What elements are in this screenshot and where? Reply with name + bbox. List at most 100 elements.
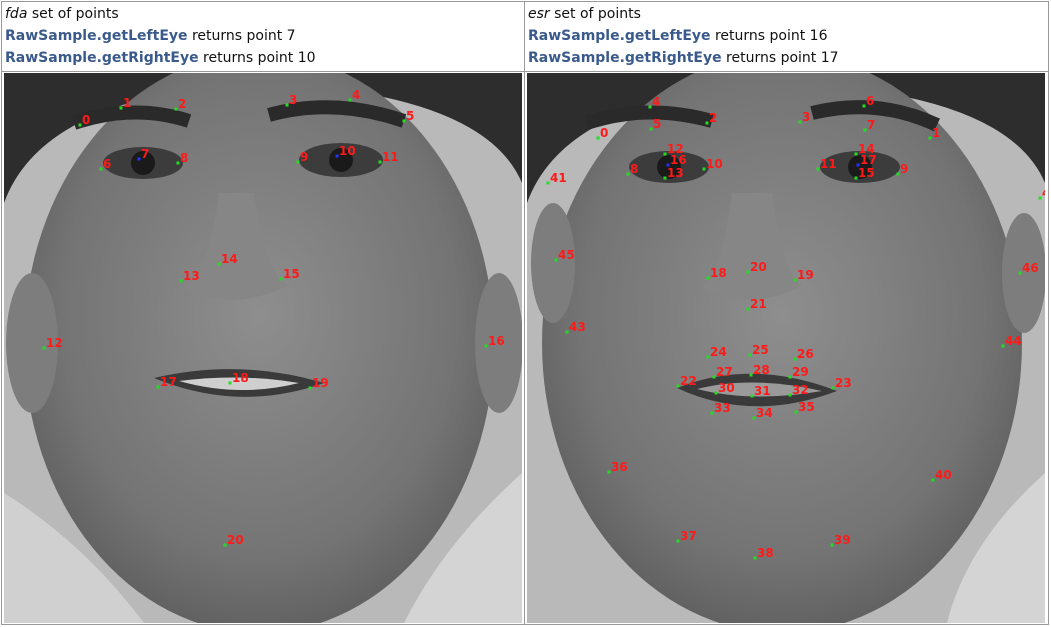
landmark-label: 15 xyxy=(283,267,300,281)
landmark-point-44: 44 xyxy=(1001,334,1022,348)
landmark-dot xyxy=(856,163,860,167)
landmark-point-20: 20 xyxy=(746,260,767,274)
landmark-label: 41 xyxy=(550,171,567,185)
landmark-point-37: 37 xyxy=(676,529,697,543)
landmark-label: 5 xyxy=(653,117,661,131)
left-eye-method: RawSample.getLeftEye xyxy=(528,28,711,44)
landmark-point-6: 6 xyxy=(99,157,111,171)
landmark-label: 42 xyxy=(1042,186,1045,200)
landmark-dot xyxy=(217,262,221,266)
landmark-dot xyxy=(663,176,667,180)
landmark-dot xyxy=(626,172,630,176)
landmark-label: 34 xyxy=(756,406,773,420)
landmark-label: 9 xyxy=(300,150,308,164)
landmark-label: 3 xyxy=(289,93,297,107)
landmark-point-31: 31 xyxy=(750,384,771,398)
landmark-dot xyxy=(753,556,757,560)
landmark-point-19: 19 xyxy=(793,268,814,282)
landmark-label: 24 xyxy=(710,345,727,359)
landmark-dot xyxy=(174,107,178,111)
landmark-point-17: 17 xyxy=(156,375,177,389)
landmark-point-24: 24 xyxy=(706,345,727,359)
landmark-point-14: 14 xyxy=(854,142,875,156)
landmark-point-25: 25 xyxy=(748,343,769,357)
landmark-point-8: 8 xyxy=(176,151,188,165)
landmark-point-43: 43 xyxy=(565,320,586,334)
landmark-point-26: 26 xyxy=(793,347,814,361)
esr-caption: esr set of points RawSample.getLeftEye r… xyxy=(525,2,1048,72)
landmark-dot xyxy=(402,119,406,123)
landmark-dot xyxy=(223,543,227,547)
landmark-dot xyxy=(119,106,123,110)
landmark-point-14: 14 xyxy=(217,252,238,266)
landmark-point-7: 7 xyxy=(137,147,149,161)
landmark-dot xyxy=(863,128,867,132)
landmark-point-39: 39 xyxy=(830,533,851,547)
landmark-label: 17 xyxy=(160,375,177,389)
left-eye-result: returns point 16 xyxy=(714,28,828,44)
landmark-dot xyxy=(676,384,680,388)
landmark-dot xyxy=(663,152,667,156)
landmark-dot xyxy=(484,344,488,348)
landmark-dot xyxy=(546,181,550,185)
landmark-label: 8 xyxy=(630,162,638,176)
right-eye-line: RawSample.getRightEye returns point 10 xyxy=(5,50,316,66)
landmark-point-9: 9 xyxy=(896,162,908,176)
landmark-dot xyxy=(378,160,382,164)
landmark-label: 18 xyxy=(710,266,727,280)
landmark-label: 5 xyxy=(406,109,414,123)
landmark-label: 20 xyxy=(750,260,767,274)
landmark-dot xyxy=(596,136,600,140)
landmark-point-7: 7 xyxy=(863,118,875,132)
landmark-point-4: 4 xyxy=(648,95,660,109)
landmark-dot xyxy=(788,393,792,397)
landmark-dot xyxy=(794,410,798,414)
landmark-label: 10 xyxy=(339,144,356,158)
landmark-label: 16 xyxy=(488,334,505,348)
right-eye-method: RawSample.getRightEye xyxy=(528,50,722,66)
right-eye-line: RawSample.getRightEye returns point 17 xyxy=(528,50,839,66)
landmark-dot xyxy=(228,381,232,385)
landmark-dot xyxy=(1001,344,1005,348)
landmark-point-35: 35 xyxy=(794,400,815,414)
landmark-point-10: 10 xyxy=(702,157,723,171)
landmark-dot xyxy=(749,373,753,377)
landmark-dot xyxy=(702,167,706,171)
landmark-label: 27 xyxy=(716,365,733,379)
landmark-point-27: 27 xyxy=(712,365,733,379)
landmark-label: 11 xyxy=(820,157,837,171)
landmark-label: 26 xyxy=(797,347,814,361)
landmark-label: 3 xyxy=(802,110,810,124)
landmark-point-40: 40 xyxy=(931,468,952,482)
landmark-point-13: 13 xyxy=(663,166,684,180)
landmark-point-30: 30 xyxy=(714,381,735,395)
landmark-point-2: 2 xyxy=(705,111,717,125)
landmark-dot xyxy=(554,258,558,262)
landmark-label: 13 xyxy=(667,166,684,180)
landmark-point-32: 32 xyxy=(788,383,809,397)
landmark-dot xyxy=(137,157,141,161)
landmark-dot xyxy=(746,307,750,311)
landmark-point-18: 18 xyxy=(706,266,727,280)
landmark-point-12: 12 xyxy=(42,336,63,350)
landmark-label: 31 xyxy=(754,384,771,398)
landmark-point-1: 1 xyxy=(928,126,940,140)
landmark-dot xyxy=(296,160,300,164)
landmark-label: 19 xyxy=(312,376,329,390)
landmark-point-42: 42 xyxy=(1038,186,1045,200)
landmark-label: 6 xyxy=(103,157,111,171)
landmark-dot xyxy=(854,176,858,180)
landmark-dot xyxy=(1018,271,1022,275)
set-name: fda xyxy=(5,6,28,22)
landmark-dot xyxy=(831,386,835,390)
landmark-dot xyxy=(607,470,611,474)
landmark-point-17: 17 xyxy=(856,153,877,167)
landmark-label: 45 xyxy=(558,248,575,262)
landmark-dot xyxy=(746,270,750,274)
landmark-point-11: 11 xyxy=(816,157,837,171)
landmark-label: 1 xyxy=(123,96,131,110)
right-eye-result: returns point 17 xyxy=(726,50,839,66)
